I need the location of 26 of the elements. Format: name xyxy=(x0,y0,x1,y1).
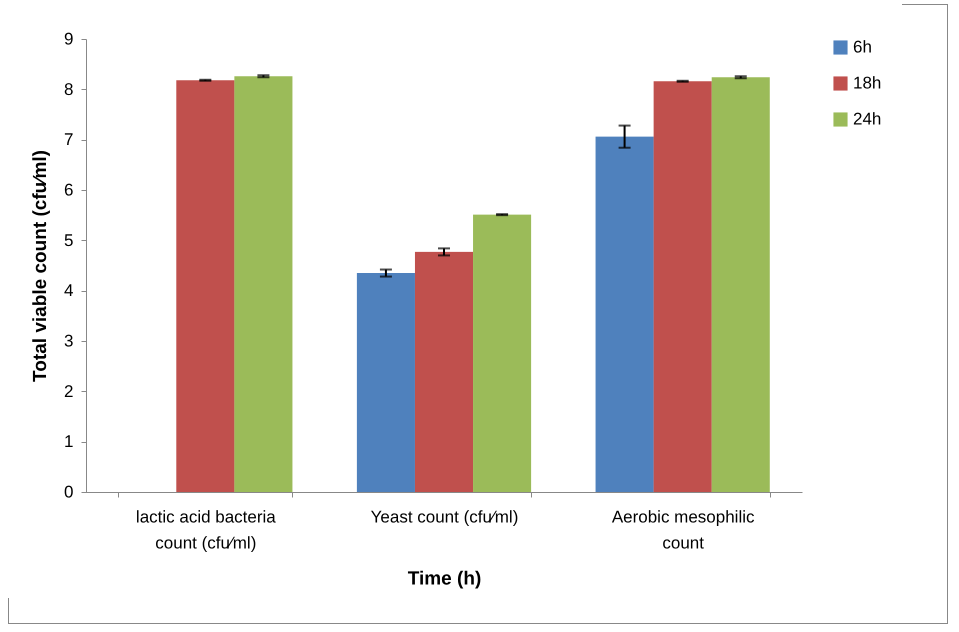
bar xyxy=(596,136,654,492)
bar xyxy=(712,77,770,492)
legend-label: 18h xyxy=(853,74,882,92)
bar xyxy=(473,214,532,492)
y-axis-title: Total viable count (cfu⁄ml) xyxy=(30,150,52,382)
bar xyxy=(234,76,292,492)
bar xyxy=(356,273,415,492)
y-tick-label: 6 xyxy=(64,180,74,200)
legend-label: 6h xyxy=(853,38,872,56)
x-tick-label: lactic acid bacteria count (cfu⁄ml) xyxy=(136,508,276,552)
bar xyxy=(414,252,474,492)
x-tick-label: Yeast count (cfu⁄ml) xyxy=(370,508,518,526)
y-tick-label: 3 xyxy=(64,332,74,350)
y-tick-label: 0 xyxy=(64,482,74,502)
bar xyxy=(654,81,712,492)
y-tick-label: 5 xyxy=(64,230,74,250)
y-tick-label: 8 xyxy=(64,80,74,99)
x-tick-label: Aerobic mesophilic count xyxy=(612,508,755,552)
legend-label: 24h xyxy=(853,110,882,128)
y-tick-label: 9 xyxy=(64,30,74,48)
x-axis-title: Time (h) xyxy=(408,568,482,590)
y-tick-label: 4 xyxy=(64,281,74,300)
y-tick-label: 1 xyxy=(64,432,74,452)
bar xyxy=(176,80,234,492)
y-tick-label: 2 xyxy=(64,382,74,401)
y-tick-label: 7 xyxy=(64,130,74,150)
